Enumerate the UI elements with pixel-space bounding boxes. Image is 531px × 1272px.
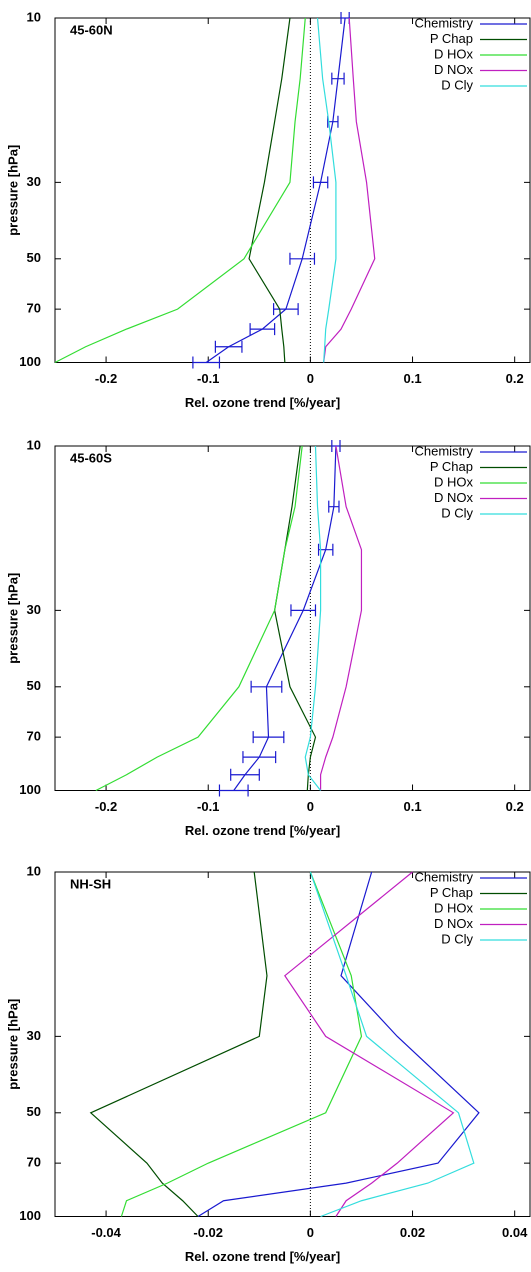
series-line: [197, 871, 480, 1218]
legend-label: D Cly: [441, 931, 473, 946]
panel: -0.2 -0.1 0 0.1 0.2 10 30 50 70 100 Rel. ozone tre…: [5, 437, 531, 838]
series-line: [54, 17, 306, 364]
series-line: [205, 17, 346, 363]
legend-label: D NOx: [434, 490, 474, 505]
y-tick-label: 70: [27, 1155, 41, 1170]
legend-label: D HOx: [434, 474, 474, 489]
y-tick-label: 30: [27, 174, 41, 189]
error-bar: [230, 768, 260, 781]
error-bar: [218, 784, 249, 797]
x-tick-label: -0.02: [193, 1225, 223, 1240]
series-line: [309, 871, 475, 1218]
series-line: [95, 445, 303, 792]
series-line: [120, 871, 363, 1217]
x-tick-label: 0.04: [502, 1225, 528, 1240]
panel: -0.2 -0.1 0 0.1 0.2 10 30 50 70 100 Rel. ozone tre…: [5, 9, 531, 410]
error-bar: [273, 303, 299, 316]
x-tick-label: 0: [307, 1225, 314, 1240]
error-bar: [242, 751, 277, 764]
x-tick-label: 0.1: [403, 371, 421, 386]
y-axis-label: pressure [hPa]: [5, 999, 20, 1090]
y-tick-label: 10: [27, 9, 41, 24]
x-axis-label: Rel. ozone trend [%/year]: [185, 395, 340, 410]
y-tick-label: 100: [19, 782, 41, 797]
legend-label: P Chap: [430, 885, 473, 900]
y-axis-label: pressure [hPa]: [5, 145, 20, 236]
y-tick-label: 30: [27, 602, 41, 617]
y-tick-label: 50: [27, 1104, 41, 1119]
x-tick-label: -0.04: [91, 1225, 121, 1240]
y-tick-label: 50: [27, 678, 41, 693]
y-axis-label: pressure [hPa]: [5, 573, 20, 664]
panel-label: 45-60N: [70, 22, 113, 37]
series-line: [304, 445, 322, 791]
legend-label: Chemistry: [414, 15, 473, 30]
x-tick-label: -0.1: [197, 799, 219, 814]
x-tick-label: -0.1: [197, 371, 219, 386]
y-tick-label: 100: [19, 1208, 41, 1223]
error-bar: [312, 176, 329, 189]
legend-label: P Chap: [430, 31, 473, 46]
x-tick-label: 0.2: [506, 799, 524, 814]
error-bar: [252, 731, 285, 744]
legend-label: Chemistry: [414, 443, 473, 458]
series-line: [284, 871, 455, 1217]
series-line: [248, 17, 291, 363]
error-bar: [214, 340, 243, 353]
y-tick-label: 10: [27, 437, 41, 452]
series-line: [274, 445, 317, 791]
error-bar: [328, 500, 340, 513]
legend-label: Chemistry: [414, 869, 473, 884]
legend-label: D Cly: [441, 77, 473, 92]
legend-label: D HOx: [434, 900, 474, 915]
plot-frame: [54, 871, 531, 1217]
panel-label: NH-SH: [70, 876, 111, 891]
series-line: [323, 17, 376, 363]
plot-frame: [54, 445, 531, 791]
x-tick-label: 0: [307, 799, 314, 814]
x-tick-label: 0.02: [400, 1225, 425, 1240]
error-bar: [192, 356, 221, 369]
legend-label: D NOx: [434, 62, 474, 77]
y-tick-label: 50: [27, 250, 41, 265]
plot-frame: [54, 17, 531, 363]
error-bar: [289, 252, 316, 265]
y-tick-label: 100: [19, 354, 41, 369]
x-axis-label: Rel. ozone trend [%/year]: [185, 823, 340, 838]
error-bar: [290, 604, 317, 617]
x-tick-label: 0.1: [403, 799, 421, 814]
error-bar: [331, 72, 345, 85]
y-tick-label: 70: [27, 301, 41, 316]
x-tick-label: -0.2: [95, 799, 117, 814]
x-axis-label: Rel. ozone trend [%/year]: [185, 1249, 340, 1264]
series-line: [316, 17, 337, 363]
legend-label: D NOx: [434, 916, 474, 931]
y-tick-label: 70: [27, 729, 41, 744]
panel: -0.04 -0.02 0 0.02 0.04 10 30 50 70 100 Rel. ozone…: [5, 863, 531, 1264]
series-line: [319, 445, 363, 791]
series-line: [89, 871, 268, 1217]
error-bar: [250, 680, 283, 693]
error-bar: [249, 323, 276, 336]
legend-label: D Cly: [441, 505, 473, 520]
panel-label: 45-60S: [70, 450, 112, 465]
legend-label: P Chap: [430, 459, 473, 474]
x-tick-label: 0.2: [506, 371, 524, 386]
legend-label: D HOx: [434, 46, 474, 61]
y-tick-label: 30: [27, 1028, 41, 1043]
x-tick-label: -0.2: [95, 371, 117, 386]
y-tick-label: 10: [27, 863, 41, 878]
x-tick-label: 0: [307, 371, 314, 386]
